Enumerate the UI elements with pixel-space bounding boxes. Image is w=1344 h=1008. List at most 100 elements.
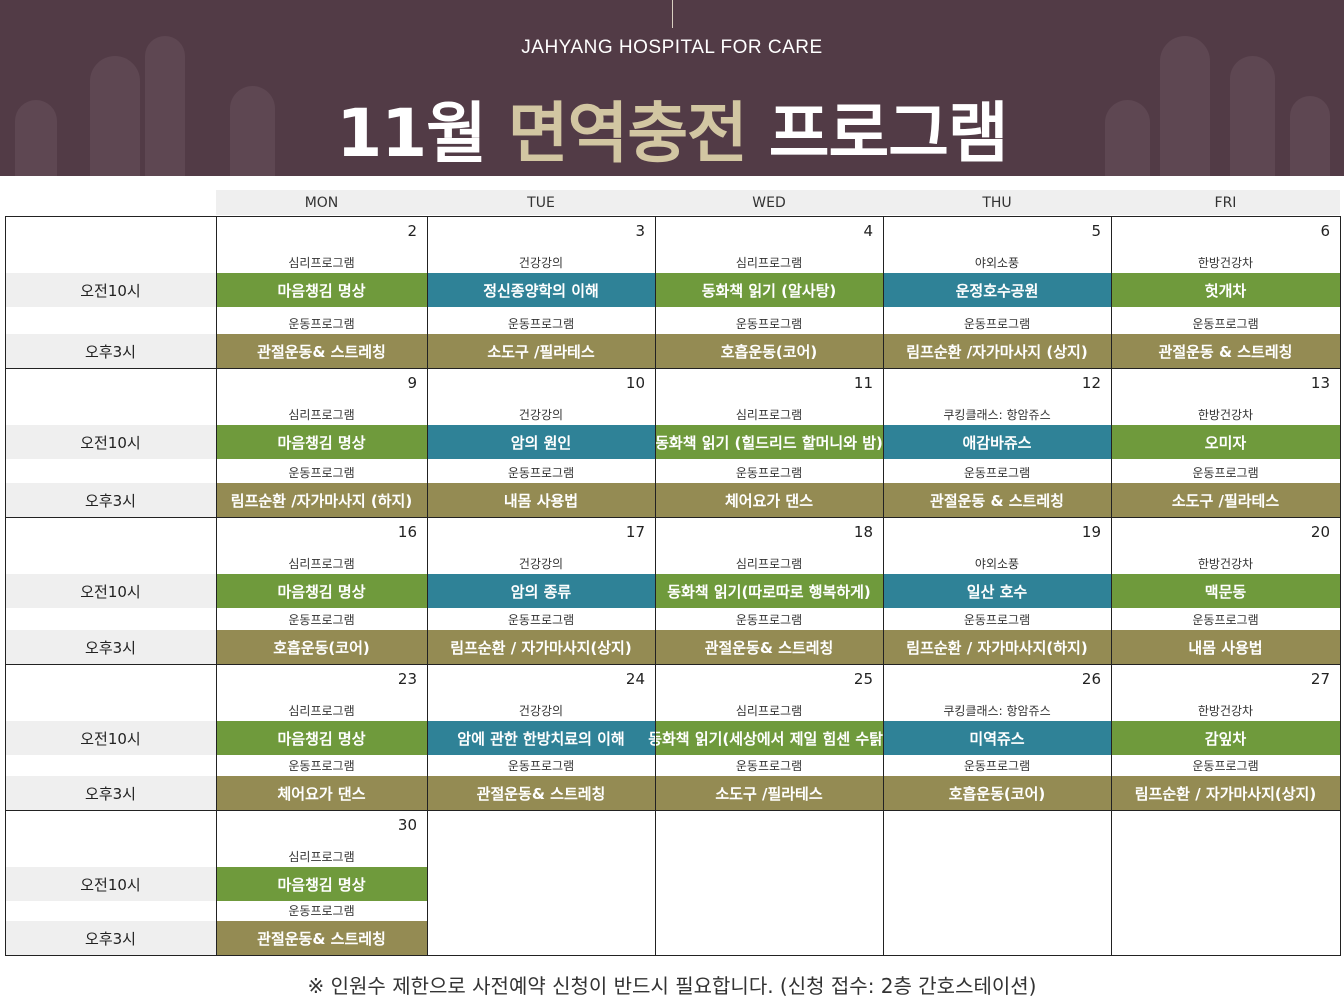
category: 한방건강차 xyxy=(1197,556,1254,571)
date: 10 xyxy=(625,374,645,392)
grid-line xyxy=(216,216,217,956)
title-part: 프로그램 xyxy=(768,95,1009,172)
category: 운동프로그램 xyxy=(963,758,1031,773)
category: 운동프로그램 xyxy=(735,316,803,331)
date: 30 xyxy=(397,816,417,834)
category: 심리프로그램 xyxy=(288,407,355,422)
program: 관절운동 & 스트레칭 xyxy=(1111,334,1340,368)
category: 건강강의 xyxy=(518,703,564,718)
decoration xyxy=(1290,96,1330,176)
category: 운동프로그램 xyxy=(735,758,803,773)
program: 관절운동& 스트레칭 xyxy=(427,776,655,810)
program: 감잎차 xyxy=(1111,721,1340,755)
program: 암에 관한 한방치료의 이해 xyxy=(427,721,655,755)
program: 관절운동& 스트레칭 xyxy=(216,921,427,955)
program: 소도구 /필라테스 xyxy=(655,776,883,810)
category: 운동프로그램 xyxy=(1192,465,1259,480)
program: 림프순환 /자가마사지 (상지) xyxy=(883,334,1111,368)
category: 운동프로그램 xyxy=(288,758,355,773)
program: 림프순환 / 자가마사지(하지) xyxy=(883,630,1111,664)
date: 12 xyxy=(1081,374,1101,392)
date: 27 xyxy=(1310,670,1330,688)
date: 20 xyxy=(1310,523,1330,541)
program: 마음챙김 명상 xyxy=(216,574,427,608)
grid-line xyxy=(1111,216,1112,956)
weekday-header: WED xyxy=(655,190,883,215)
category: 한방건강차 xyxy=(1197,255,1254,270)
program: 애감바쥬스 xyxy=(883,425,1111,459)
category: 운동프로그램 xyxy=(288,903,355,918)
program: 내몸 사용법 xyxy=(427,483,655,517)
category: 심리프로그램 xyxy=(288,556,355,571)
date: 13 xyxy=(1310,374,1330,392)
grid-line xyxy=(655,216,656,956)
time-label: 오후3시 xyxy=(5,921,216,955)
category: 운동프로그램 xyxy=(507,758,575,773)
date: 18 xyxy=(853,523,873,541)
date: 26 xyxy=(1081,670,1101,688)
date: 2 xyxy=(407,222,417,240)
subtitle: JAHYANG HOSPITAL FOR CARE xyxy=(521,37,823,58)
program: 림프순환 /자가마사지 (하지) xyxy=(216,483,427,517)
category: 심리프로그램 xyxy=(735,703,803,718)
program: 마음챙김 명상 xyxy=(216,867,427,901)
time-label: 오전10시 xyxy=(5,273,216,307)
grid-line xyxy=(5,216,1340,217)
decoration xyxy=(1105,100,1150,176)
program: 헛개차 xyxy=(1111,273,1340,307)
category: 운동프로그램 xyxy=(507,612,575,627)
category: 운동프로그램 xyxy=(288,316,355,331)
program: 마음챙김 명상 xyxy=(216,425,427,459)
date: 5 xyxy=(1091,222,1101,240)
weekday-header: TUE xyxy=(427,190,655,215)
program: 미역쥬스 xyxy=(883,721,1111,755)
grid-line xyxy=(5,368,1340,369)
footer-note: ※ 인원수 제한으로 사전예약 신청이 반드시 필요합니다. (신청 접수: 2… xyxy=(307,974,1037,998)
category: 운동프로그램 xyxy=(735,612,803,627)
program: 정신종양학의 이해 xyxy=(427,273,655,307)
category: 운동프로그램 xyxy=(1192,316,1259,331)
program: 동화책 읽기 (알사탕) xyxy=(655,273,883,307)
category: 심리프로그램 xyxy=(735,255,803,270)
date: 25 xyxy=(853,670,873,688)
date: 3 xyxy=(635,222,645,240)
program: 소도구 /필라테스 xyxy=(1111,483,1340,517)
category: 운동프로그램 xyxy=(963,316,1031,331)
program: 맥문동 xyxy=(1111,574,1340,608)
category: 한방건강차 xyxy=(1197,407,1254,422)
program: 동화책 읽기(세상에서 제일 힘센 수탉) xyxy=(648,721,890,755)
category: 운동프로그램 xyxy=(1192,612,1259,627)
program: 소도구 /필라테스 xyxy=(427,334,655,368)
category: 야외소풍 xyxy=(974,556,1020,571)
time-label: 오전10시 xyxy=(5,425,216,459)
category: 심리프로그램 xyxy=(735,556,803,571)
date: 11 xyxy=(853,374,873,392)
category: 쿠킹클래스: 항암쥬스 xyxy=(943,407,1051,422)
weekday-header: THU xyxy=(883,190,1111,215)
category: 운동프로그램 xyxy=(963,465,1031,480)
grid-line xyxy=(5,664,1340,665)
date: 23 xyxy=(397,670,417,688)
category: 심리프로그램 xyxy=(288,849,355,864)
category: 운동프로그램 xyxy=(963,612,1031,627)
divider xyxy=(672,0,673,28)
time-label: 오전10시 xyxy=(5,721,216,755)
program: 관절운동& 스트레칭 xyxy=(655,630,883,664)
program: 호흡운동(코어) xyxy=(216,630,427,664)
program: 오미자 xyxy=(1111,425,1340,459)
program: 체어요가 댄스 xyxy=(216,776,427,810)
category: 건강강의 xyxy=(518,255,564,270)
grid-line xyxy=(883,216,884,956)
program: 내몸 사용법 xyxy=(1111,630,1340,664)
header: JAHYANG HOSPITAL FOR CARE 11월 면역충전 프로그램 xyxy=(0,0,1344,176)
category: 한방건강차 xyxy=(1197,703,1254,718)
time-label: 오전10시 xyxy=(5,574,216,608)
category: 건강강의 xyxy=(518,407,564,422)
program: 호흡운동(코어) xyxy=(883,776,1111,810)
time-label: 오후3시 xyxy=(5,776,216,810)
category: 운동프로그램 xyxy=(507,465,575,480)
decoration xyxy=(145,36,185,176)
category: 심리프로그램 xyxy=(735,407,803,422)
weekday-header: MON xyxy=(216,190,427,215)
